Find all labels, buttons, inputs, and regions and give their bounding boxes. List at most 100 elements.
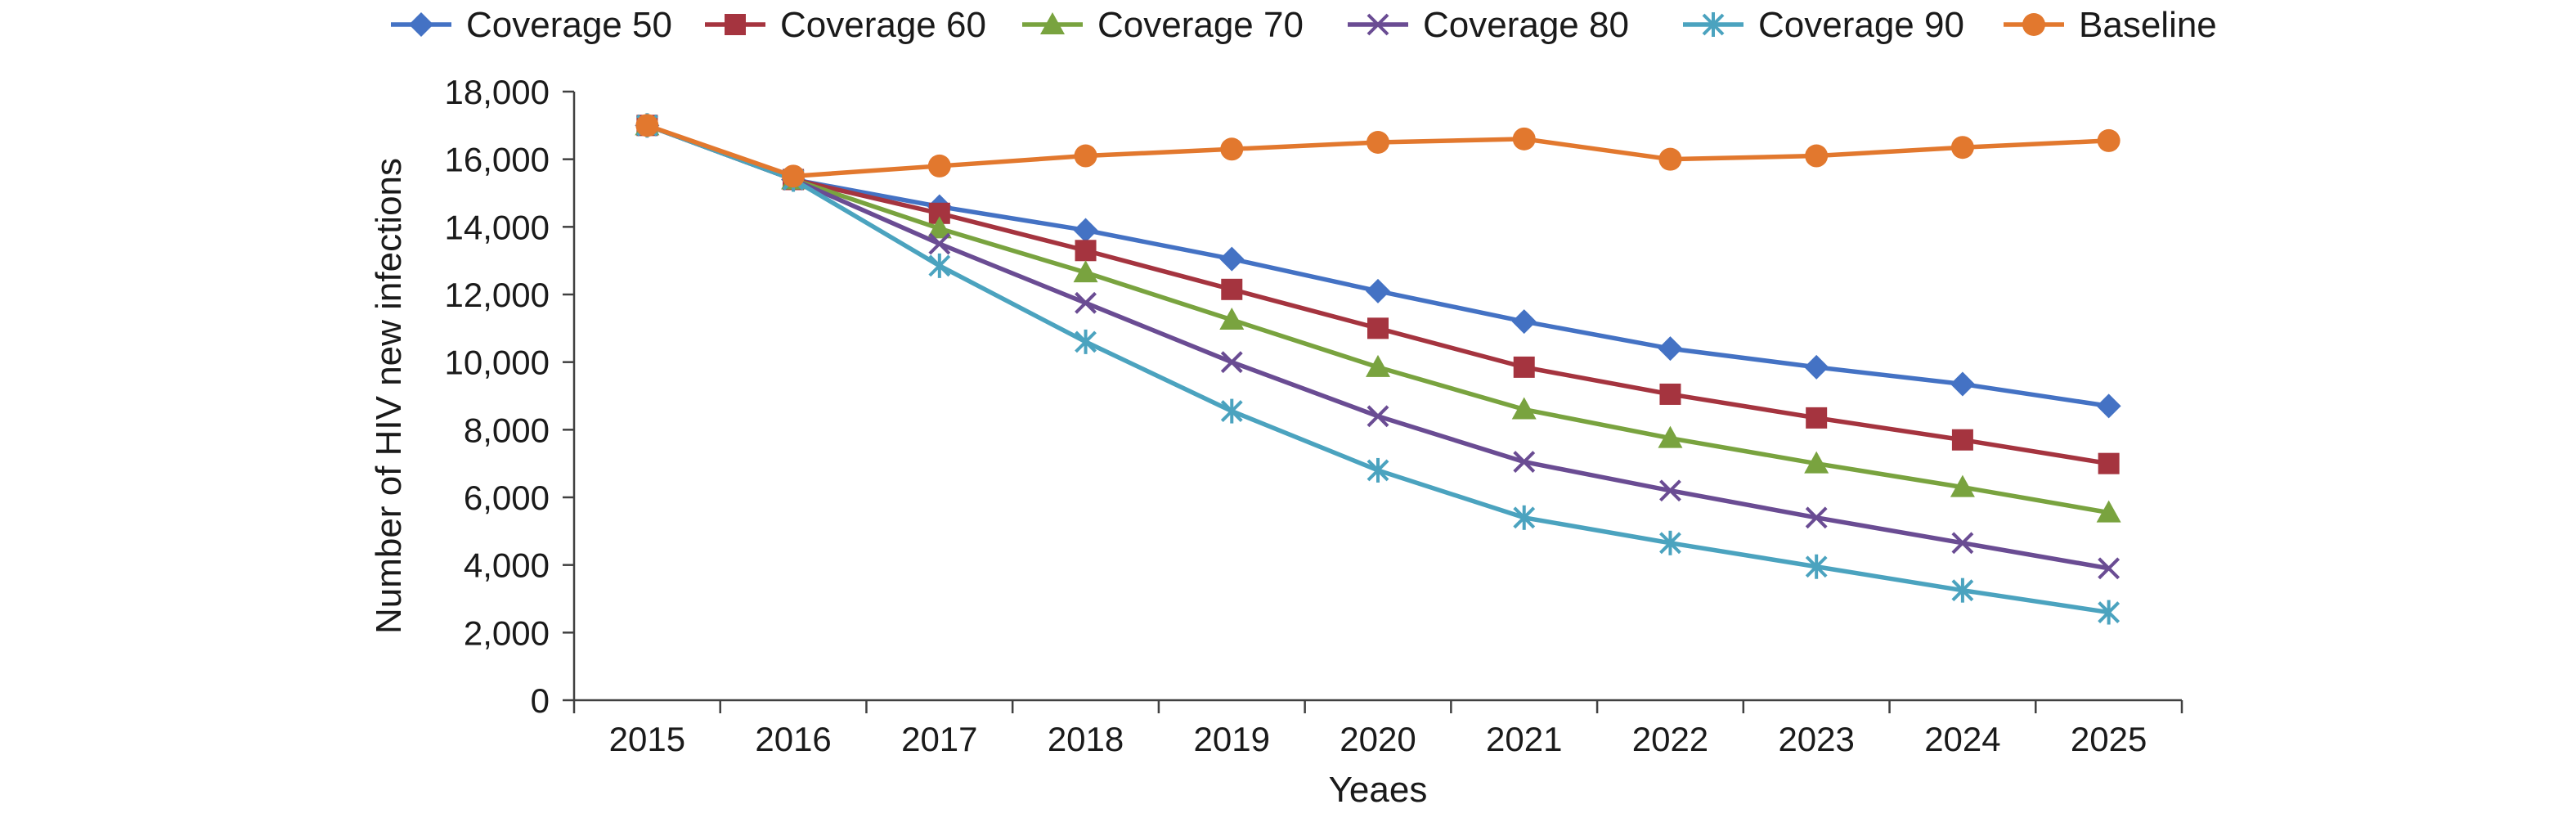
- data-point: [1805, 144, 1829, 168]
- data-point: [1805, 554, 1828, 579]
- legend-marker: [1702, 12, 1725, 37]
- data-point: [1513, 356, 1535, 378]
- data-point: [1659, 383, 1681, 405]
- legend-item: Coverage 80: [1348, 5, 1629, 45]
- data-point: [1806, 407, 1828, 429]
- legend-label: Coverage 50: [466, 5, 672, 45]
- legend-marker: [725, 14, 746, 35]
- plot-area: [635, 113, 2121, 625]
- legend-item: Coverage 70: [1022, 5, 1304, 45]
- data-point: [1950, 474, 1975, 497]
- data-point: [635, 114, 659, 137]
- data-point: [1511, 309, 1537, 335]
- data-point: [927, 154, 951, 178]
- data-point: [1220, 137, 1244, 161]
- x-axis: 2015 2016 2017 2018 2019 2020 2021 2022 2023 2024…: [572, 699, 2183, 758]
- y-tick-label: 10,000: [445, 344, 550, 382]
- x-tick-label: 2019: [1194, 720, 1270, 758]
- data-point: [1658, 336, 1683, 362]
- data-point: [1219, 246, 1245, 272]
- data-point: [1075, 240, 1097, 262]
- data-point: [2096, 393, 2121, 419]
- legend: Coverage 50 Coverage 60 Coverage 70 Coverag…: [391, 5, 2217, 45]
- data-point: [1951, 532, 1974, 555]
- legend-item: Coverage 50: [391, 5, 672, 45]
- data-point: [1221, 278, 1243, 300]
- data-point: [1367, 131, 1389, 154]
- x-tick-label: 2018: [1048, 720, 1124, 758]
- data-point: [1512, 127, 1536, 151]
- y-axis: 0 2,000 4,000 6,000 8,000 10,000 12,000 14,000 1…: [445, 73, 576, 720]
- y-tick-label: 16,000: [445, 141, 550, 179]
- x-axis-title: Yeaes: [1329, 770, 1428, 810]
- data-point: [1950, 371, 1975, 397]
- y-axis-title: Number of HIV new infections: [369, 158, 409, 634]
- series-coverage-90: [635, 113, 2120, 625]
- legend-label: Coverage 70: [1097, 5, 1304, 45]
- x-tick-label: 2021: [1486, 720, 1562, 758]
- data-point: [1659, 479, 1681, 502]
- data-point: [927, 216, 952, 239]
- data-point: [1659, 530, 1681, 555]
- data-point: [1075, 329, 1097, 354]
- data-point: [2098, 452, 2120, 474]
- y-tick-label: 2,000: [464, 614, 550, 652]
- legend-item: Baseline: [2004, 5, 2217, 45]
- y-tick-label: 0: [531, 681, 550, 720]
- x-tick-label: 2020: [1340, 720, 1416, 758]
- data-point: [1804, 451, 1829, 474]
- data-point: [2098, 600, 2120, 625]
- x-tick-label: 2016: [755, 720, 831, 758]
- data-point: [1513, 451, 1536, 474]
- data-point: [928, 232, 951, 255]
- data-point: [1366, 278, 1390, 303]
- data-point: [1219, 308, 1245, 330]
- data-point: [1074, 144, 1097, 168]
- data-point: [1367, 405, 1389, 428]
- y-tick-label: 12,000: [445, 276, 550, 314]
- data-point: [1220, 351, 1243, 374]
- data-point: [1513, 505, 1536, 530]
- data-point: [782, 164, 806, 188]
- series-baseline: [635, 114, 2120, 188]
- data-point: [2097, 128, 2120, 152]
- y-tick-label: 6,000: [464, 479, 550, 517]
- legend-label: Baseline: [2079, 5, 2217, 45]
- legend-label: Coverage 60: [780, 5, 986, 45]
- legend-marker: [409, 12, 433, 37]
- data-point: [1950, 136, 1974, 160]
- data-point: [1367, 317, 1389, 339]
- legend-marker: [1040, 12, 1065, 34]
- legend-marker: [1367, 13, 1389, 36]
- x-tick-label: 2025: [2071, 720, 2147, 758]
- data-point: [1658, 425, 1683, 448]
- data-point: [1367, 457, 1389, 483]
- data-point: [1220, 398, 1243, 424]
- series-coverage-80: [635, 114, 2120, 580]
- x-tick-label: 2015: [609, 720, 685, 758]
- data-point: [2096, 500, 2121, 523]
- data-point: [928, 253, 951, 278]
- data-point: [1073, 218, 1098, 243]
- y-tick-label: 18,000: [445, 73, 550, 111]
- legend-label: Coverage 90: [1758, 5, 1964, 45]
- data-point: [1805, 506, 1828, 529]
- x-tick-label: 2017: [901, 720, 977, 758]
- data-point: [1073, 260, 1098, 283]
- data-point: [1366, 354, 1390, 377]
- data-point: [1658, 147, 1682, 171]
- legend-item: Coverage 90: [1683, 5, 1964, 45]
- x-tick-label: 2024: [1924, 720, 2000, 758]
- legend-marker: [2022, 13, 2045, 36]
- x-tick-label: 2022: [1632, 720, 1708, 758]
- data-point: [2098, 557, 2120, 580]
- y-tick-label: 14,000: [445, 208, 550, 246]
- legend-item: Coverage 60: [705, 5, 986, 45]
- y-tick-label: 4,000: [464, 546, 550, 585]
- data-point: [1075, 291, 1097, 314]
- data-point: [1804, 354, 1829, 380]
- data-point: [1951, 429, 1973, 451]
- data-point: [1951, 578, 1974, 603]
- legend-label: Coverage 80: [1423, 5, 1629, 45]
